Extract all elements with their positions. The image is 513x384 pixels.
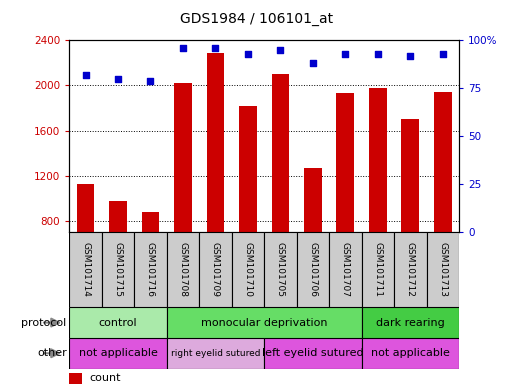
Point	[439, 51, 447, 57]
Bar	[362, 307, 459, 338]
Text: not applicable: not applicable	[371, 348, 450, 358]
Bar	[167, 338, 264, 369]
Text: GSM101716: GSM101716	[146, 242, 155, 297]
Text: GSM101715: GSM101715	[113, 242, 123, 297]
Text: GSM101714: GSM101714	[81, 242, 90, 297]
Bar	[264, 338, 362, 369]
Bar	[69, 232, 102, 307]
Bar	[239, 106, 257, 311]
Bar	[337, 93, 354, 311]
Text: monocular deprivation: monocular deprivation	[201, 318, 327, 328]
Bar	[207, 53, 224, 311]
Text: GSM101710: GSM101710	[244, 242, 252, 297]
Text: dark rearing: dark rearing	[376, 318, 445, 328]
Bar	[69, 338, 167, 369]
Text: GSM101711: GSM101711	[373, 242, 382, 297]
Point	[114, 76, 122, 82]
Point	[374, 51, 382, 57]
Bar	[199, 232, 232, 307]
Text: count: count	[89, 373, 121, 383]
Bar	[174, 83, 192, 311]
Text: control: control	[98, 318, 137, 328]
Bar	[167, 232, 199, 307]
Bar	[142, 212, 160, 311]
Text: GSM101709: GSM101709	[211, 242, 220, 297]
Bar	[304, 168, 322, 311]
Text: GSM101706: GSM101706	[308, 242, 318, 297]
Point	[341, 51, 349, 57]
Bar	[271, 74, 289, 311]
Point	[277, 47, 285, 53]
Bar	[427, 232, 459, 307]
Text: GSM101708: GSM101708	[179, 242, 187, 297]
Point	[211, 45, 220, 51]
Text: not applicable: not applicable	[78, 348, 157, 358]
Point	[146, 78, 154, 84]
Bar	[76, 184, 94, 311]
Bar	[394, 232, 427, 307]
Bar	[434, 92, 452, 311]
Bar	[362, 338, 459, 369]
Text: GSM101712: GSM101712	[406, 242, 415, 297]
Bar	[362, 232, 394, 307]
Bar	[329, 232, 362, 307]
Bar	[69, 307, 167, 338]
Text: protocol: protocol	[22, 318, 67, 328]
Point	[309, 60, 317, 66]
Text: other: other	[37, 348, 67, 358]
Text: GDS1984 / 106101_at: GDS1984 / 106101_at	[180, 12, 333, 25]
Bar	[297, 232, 329, 307]
Point	[179, 45, 187, 51]
Bar	[369, 88, 387, 311]
Point	[244, 51, 252, 57]
Bar	[109, 201, 127, 311]
Bar	[134, 232, 167, 307]
Text: right eyelid sutured: right eyelid sutured	[171, 349, 260, 358]
Text: GSM101707: GSM101707	[341, 242, 350, 297]
Bar	[167, 307, 362, 338]
Text: left eyelid sutured: left eyelid sutured	[262, 348, 364, 358]
Text: GSM101705: GSM101705	[276, 242, 285, 297]
Bar	[264, 232, 297, 307]
Bar	[102, 232, 134, 307]
Point	[82, 72, 90, 78]
Bar	[402, 119, 419, 311]
Point	[406, 53, 415, 59]
Bar	[232, 232, 264, 307]
Text: GSM101713: GSM101713	[439, 242, 447, 297]
Bar	[69, 372, 82, 384]
